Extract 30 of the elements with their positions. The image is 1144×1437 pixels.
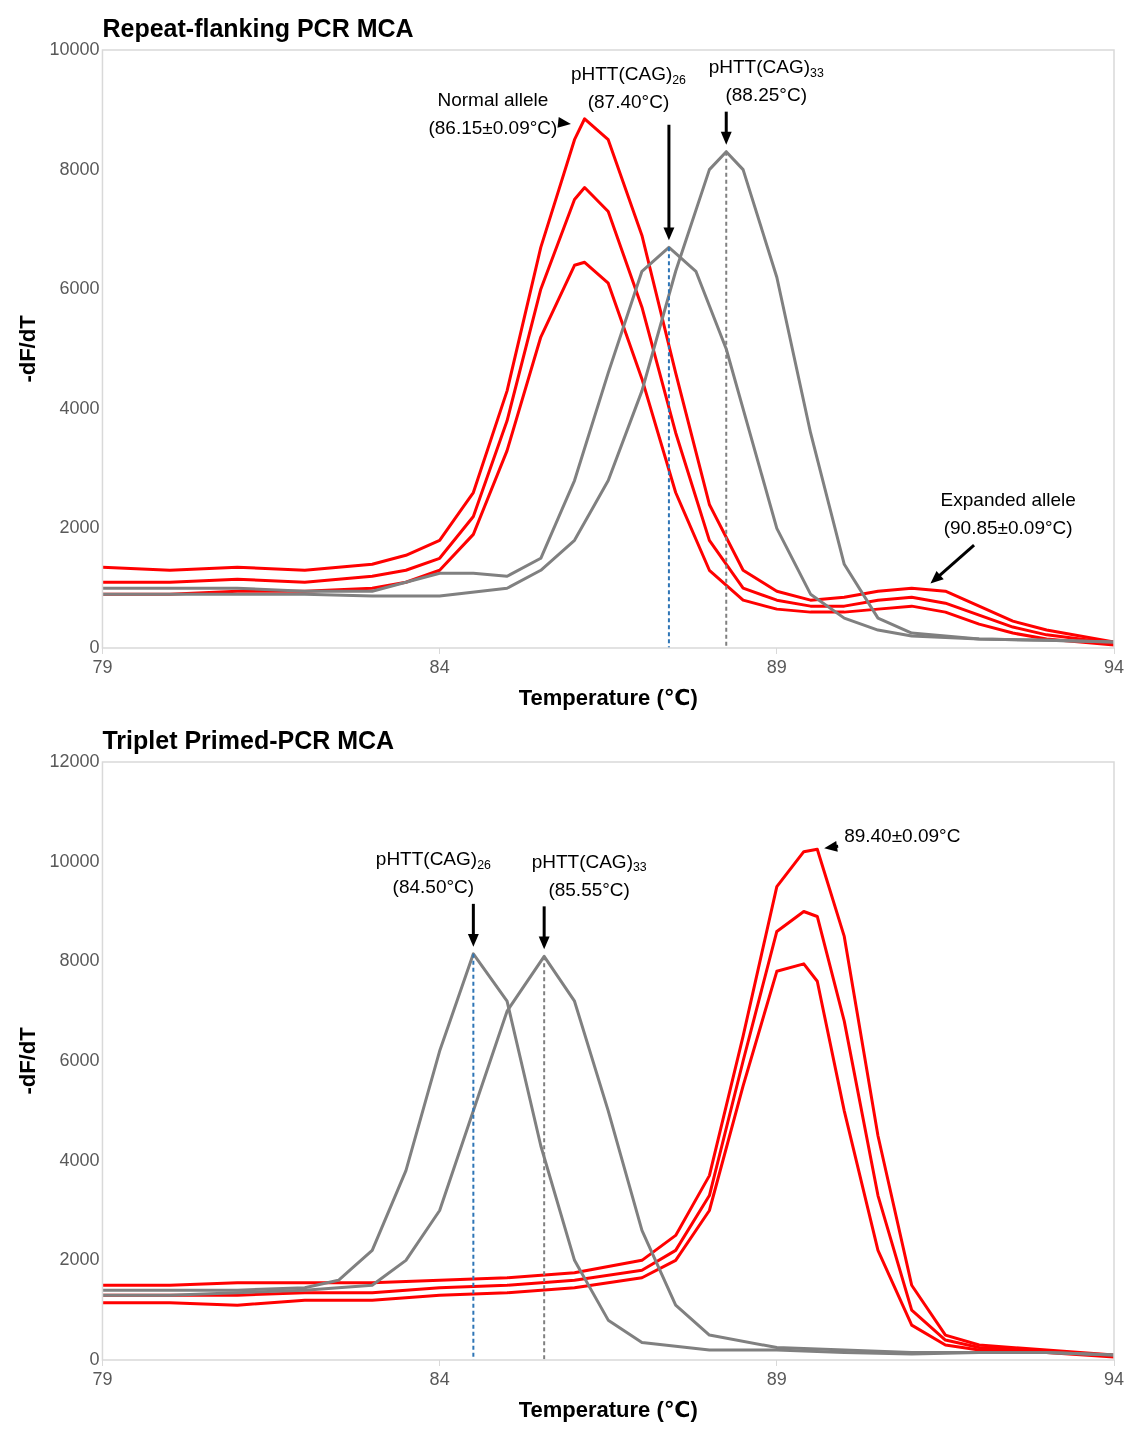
x-tick-label: 89 [766,1368,787,1389]
chart-title: Triplet Primed-PCR MCA [102,725,395,754]
y-tick-label: 8000 [59,158,100,179]
x-tick-label: 79 [92,656,113,677]
x-tick-label: 94 [1103,1368,1125,1389]
x-tick-label: 79 [92,1368,113,1389]
annotation: 89.40±0.09°C [844,825,961,847]
y-tick-label: 2000 [59,517,100,538]
x-tick-label: 84 [429,656,450,677]
y-tick-label: 0 [89,636,100,657]
y-tick-label: 10000 [49,850,100,871]
y-tick-label: 4000 [59,397,100,418]
y-tick-label: 4000 [59,1149,100,1170]
y-tick-label: 6000 [59,1049,100,1070]
x-tick-label: 89 [766,656,787,677]
chart-title: Repeat-flanking PCR MCA [102,13,414,42]
x-tick-label: 84 [429,1368,450,1389]
y-tick-label: 0 [89,1348,100,1369]
y-axis-title: -dF/dT [15,314,41,383]
x-axis-title: Temperature (℃) [518,1396,698,1422]
y-axis-title: -dF/dT [15,1026,41,1095]
y-tick-label: 2000 [59,1249,100,1270]
y-tick-label: 8000 [59,950,100,971]
y-tick-label: 10000 [49,38,100,59]
annotation: Normal allele (86.15±0.09°C) [428,88,558,138]
y-tick-label: 6000 [59,278,100,299]
annotation: Expanded allele (90.85±0.09°C) [940,489,1076,539]
x-axis-title: Temperature (℃) [518,684,698,710]
x-tick-label: 94 [1103,656,1125,677]
y-tick-label: 12000 [49,750,100,771]
